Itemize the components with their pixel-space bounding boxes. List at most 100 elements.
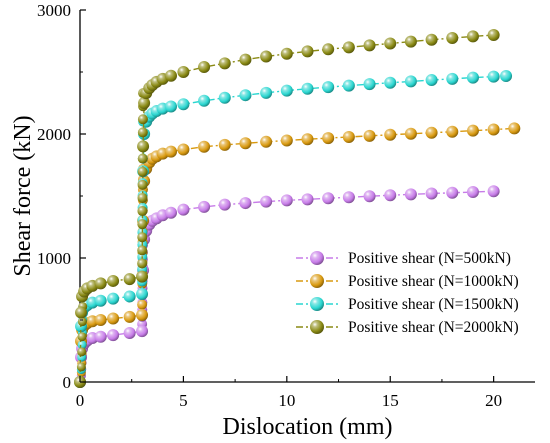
data-point [446,72,459,85]
data-point [384,37,397,50]
data-point [487,185,500,198]
data-point [123,290,136,303]
data-point [198,140,211,153]
series-3 [74,29,500,388]
data-point [137,114,148,125]
legend-item: Positive shear (N=2000kN) [296,319,519,336]
legend-marker [310,274,324,288]
data-point [177,98,190,111]
data-point [425,187,438,200]
y-tick-label: 0 [63,373,72,392]
data-point [301,193,314,206]
data-point [75,306,88,319]
data-point [280,194,293,207]
data-point [280,84,293,97]
data-point [123,310,136,323]
legend-marker [310,320,324,334]
data-point [446,32,459,45]
legend-label: Positive shear (N=1000kN) [348,273,519,290]
data-point [404,188,417,201]
legend-marker [310,297,324,311]
data-point [137,127,148,138]
data-point [165,145,177,158]
data-point [384,128,397,141]
data-point [77,317,87,327]
data-point [301,45,314,58]
ticks: 0 5 10 15 20 0 1000 2000 3000 [37,1,502,410]
data-point [301,82,314,95]
data-point [76,362,86,372]
data-point [301,133,314,146]
legend-item: Positive shear (N=1000kN) [296,273,519,290]
data-point [322,192,335,205]
data-point [218,138,231,151]
data-point [466,124,479,137]
data-point [107,312,120,325]
data-point [363,39,376,52]
x-tick-label: 0 [76,391,85,410]
data-point [177,66,190,78]
data-point [136,287,149,300]
data-point [137,140,150,153]
data-point [218,198,231,211]
data-point [500,69,513,82]
data-point [94,277,107,290]
data-point [136,325,149,338]
y-tick-label: 1000 [37,249,71,268]
legend-item: Positive shear (N=500kN) [296,250,511,267]
data-point [137,232,148,243]
data-point [466,71,479,84]
data-point [322,43,335,56]
data-point [165,69,177,82]
data-point [384,189,397,202]
data-point [218,91,231,104]
data-point [342,41,355,54]
data-point [137,245,148,256]
data-point [363,190,376,203]
data-point [107,329,120,342]
data-point [239,89,252,102]
data-point [239,197,252,210]
data-point [137,219,148,230]
data-point [136,309,149,322]
data-point [177,203,190,216]
data-point [137,179,148,190]
data-point [94,314,107,326]
plot-series [74,29,521,388]
data-point [466,186,479,199]
data-point [137,166,148,177]
data-point [425,33,438,46]
data-point [260,195,273,208]
data-point [404,127,417,140]
data-point [198,94,211,107]
data-point [260,50,273,63]
data-point [404,75,417,88]
data-point [508,122,521,135]
data-point [363,78,376,91]
data-point [487,123,500,136]
legend-marker [310,251,324,265]
y-tick-label: 2000 [37,125,71,144]
data-point [260,86,273,99]
data-point [425,74,438,87]
data-point [137,153,148,164]
legend-label: Positive shear (N=1500kN) [348,296,519,313]
data-point [107,292,120,305]
data-point [342,191,355,204]
y-axis-title: Shear force (kN) [10,115,36,276]
data-point [177,143,190,156]
data-point [137,299,148,310]
legend-item: Positive shear (N=1500kN) [296,296,519,313]
data-point [123,273,136,286]
data-point [198,200,211,213]
data-point [280,134,293,147]
data-point [260,135,273,148]
data-point [239,137,252,150]
data-point [94,294,107,307]
data-point [77,347,87,357]
data-point [138,97,151,109]
data-point [77,332,87,342]
data-point [136,270,149,283]
data-point [342,79,355,92]
